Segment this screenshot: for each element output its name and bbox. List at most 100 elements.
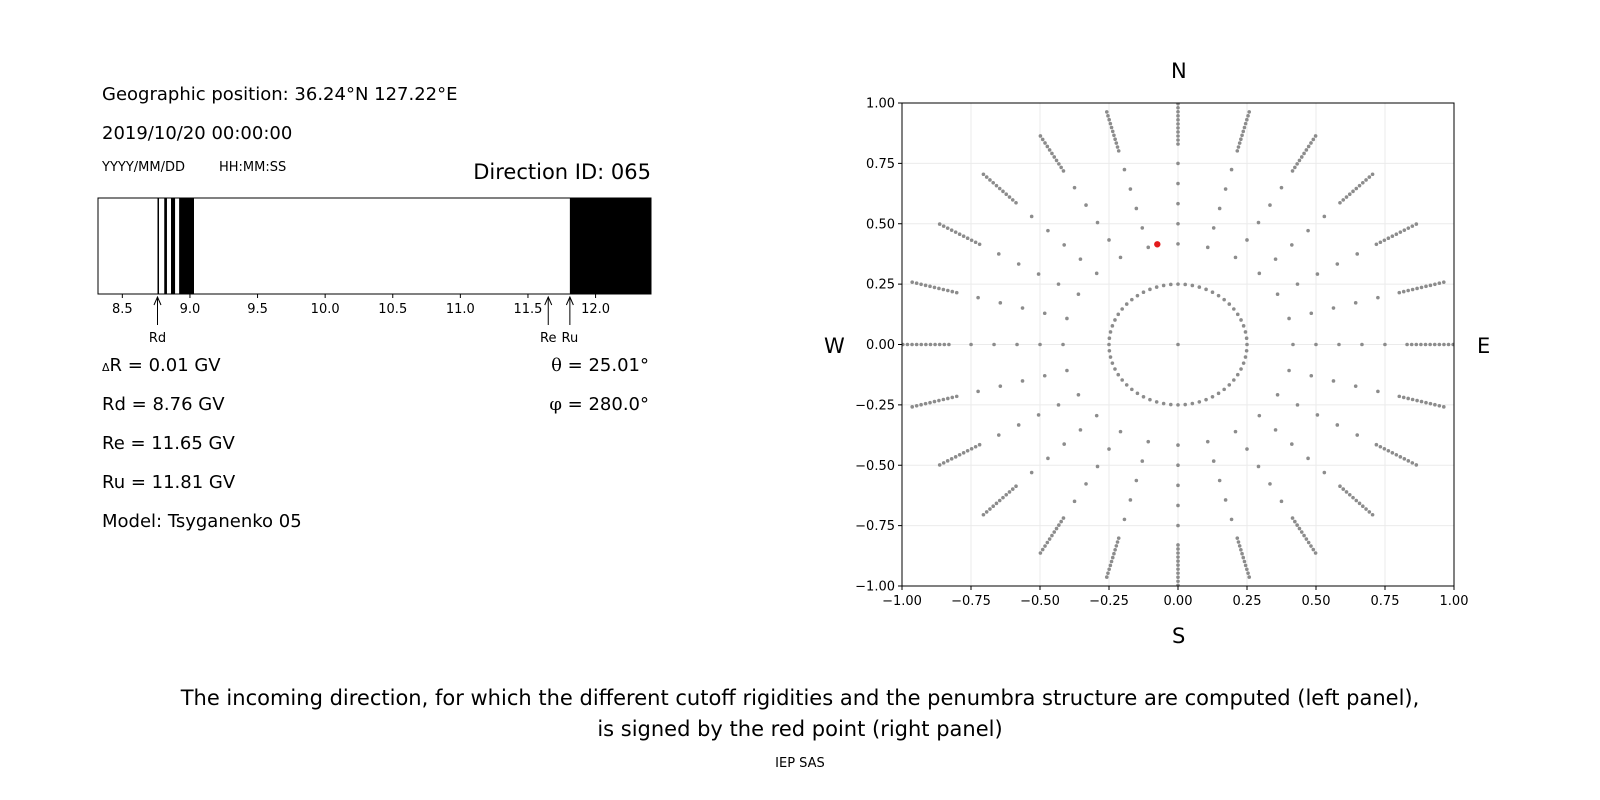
grid-point	[961, 450, 966, 455]
grid-point	[937, 286, 941, 291]
grid-point	[1306, 456, 1310, 461]
grid-point	[1244, 336, 1249, 340]
grid-point	[1441, 280, 1446, 284]
grid-point	[1015, 342, 1019, 347]
grid-point	[1376, 295, 1380, 300]
credit-label: IEP SAS	[775, 756, 825, 771]
grid-point	[1110, 324, 1115, 328]
grid-point	[1247, 110, 1252, 114]
grid-point	[1378, 444, 1383, 449]
grid-point	[1059, 165, 1063, 170]
grid-point	[1107, 349, 1112, 353]
grid-point	[932, 399, 937, 404]
grid-point	[1331, 379, 1336, 383]
grid-point	[1140, 459, 1145, 463]
grid-point	[1045, 540, 1050, 545]
grid-point	[1050, 533, 1054, 538]
grid-point	[1402, 457, 1407, 461]
grid-point	[1061, 516, 1066, 520]
grid-point	[1120, 378, 1124, 382]
grid-point	[1245, 447, 1249, 451]
grid-point	[937, 342, 942, 347]
grid-point	[1168, 402, 1173, 407]
grid-point	[1016, 262, 1021, 266]
grid-point	[1240, 133, 1244, 138]
grid-point	[1424, 284, 1428, 289]
grid-point	[1109, 125, 1114, 130]
grid-point	[1245, 342, 1249, 347]
marker-label: Rd	[149, 331, 166, 346]
grid-point	[1409, 342, 1414, 347]
grid-point	[1118, 255, 1123, 260]
grid-point	[947, 342, 951, 347]
grid-point	[1054, 158, 1059, 163]
grid-point	[1437, 342, 1442, 347]
grid-point	[1176, 109, 1180, 114]
grid-point	[1205, 245, 1210, 250]
grid-point	[1176, 503, 1180, 508]
x-tick-label: 8.5	[112, 302, 133, 317]
grid-point	[1347, 492, 1352, 497]
grid-point	[1204, 287, 1208, 292]
grid-point	[1148, 397, 1152, 402]
grid-point	[1045, 144, 1050, 149]
grid-point	[1176, 118, 1180, 122]
grid-point	[1038, 342, 1042, 347]
grid-point	[1309, 373, 1314, 378]
grid-point	[1227, 302, 1232, 306]
grid-point	[945, 226, 950, 230]
x-tick-label: 0.25	[1233, 594, 1262, 609]
grid-point	[1014, 484, 1018, 489]
caption-line-2: is signed by the red point (right panel)	[597, 717, 1003, 741]
grid-point	[950, 289, 955, 294]
grid-point	[1244, 349, 1249, 353]
x-tick-label: 10.5	[378, 302, 407, 317]
grid-point	[1423, 342, 1428, 347]
grid-point	[932, 285, 937, 290]
x-tick-label: 1.00	[1440, 594, 1469, 609]
grid-point	[1229, 167, 1234, 172]
grid-point	[1010, 198, 1015, 202]
grid-point	[1246, 571, 1250, 575]
grid-point	[973, 444, 978, 449]
grid-point	[1120, 307, 1124, 311]
grid-point	[1227, 383, 1232, 387]
grid-point	[1257, 413, 1262, 418]
grid-point	[1291, 342, 1295, 347]
grid-point	[1335, 423, 1340, 427]
grid-point	[1428, 283, 1433, 288]
grid-point	[941, 461, 946, 465]
x-tick-label: −1.00	[882, 594, 922, 609]
grid-point	[1042, 373, 1047, 378]
y-tick-label: 0.50	[866, 217, 895, 232]
grid-point	[1205, 439, 1210, 444]
grid-point	[1405, 342, 1409, 347]
grid-point	[941, 287, 946, 292]
grid-point	[1355, 433, 1360, 437]
grid-point	[1273, 257, 1278, 261]
grid-point	[1072, 185, 1077, 190]
compass-west-label: W	[824, 334, 845, 358]
grid-point	[1390, 234, 1395, 239]
grid-point	[998, 301, 1003, 305]
grid-point	[1183, 282, 1188, 287]
grid-point	[1351, 495, 1355, 500]
grid-point	[1084, 203, 1088, 207]
grid-point	[1353, 384, 1358, 388]
grid-point	[1313, 134, 1318, 138]
grid-point	[992, 342, 996, 347]
grid-point	[1176, 583, 1180, 586]
grid-point	[1057, 523, 1061, 527]
grid-point	[965, 236, 970, 241]
grid-point	[1383, 342, 1387, 347]
grid-point	[1141, 290, 1146, 295]
penumbra-frame	[97, 197, 652, 295]
forbidden-band	[179, 198, 194, 294]
grid-point	[1106, 571, 1110, 575]
grid-point	[1036, 413, 1041, 417]
grid-point	[1331, 306, 1336, 310]
grid-point	[1217, 478, 1222, 483]
grid-point	[1364, 178, 1368, 182]
grid-point	[1176, 342, 1180, 347]
grid-point	[1040, 137, 1045, 142]
